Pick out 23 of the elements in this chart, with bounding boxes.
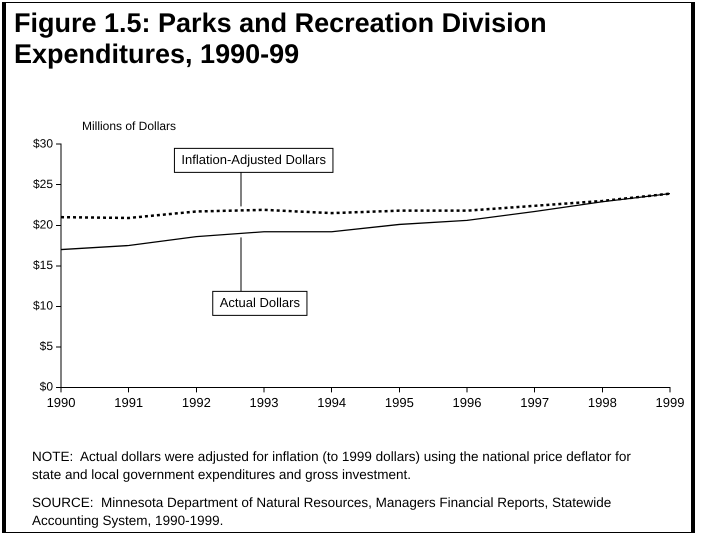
x-tick-label: 1991	[114, 394, 144, 410]
y-tick-label: $25	[32, 177, 54, 192]
source-note: SOURCE: Minnesota Department of Natural Resources, Managers Financial Reports, Statewide Accounting System, 1990-1999.	[32, 494, 612, 530]
x-tick-label: 1996	[452, 394, 482, 410]
chart-title: Figure 1.5: Parks and Recreation Division Expenditures, 1990-99	[14, 8, 548, 70]
y-tick-label: $30	[32, 136, 54, 151]
y-tick-label: $5	[40, 339, 54, 354]
text: Actual Dollars	[220, 294, 300, 310]
x-tick-label: 1994	[317, 394, 346, 410]
y-axis-title: Millions of Dollars	[82, 119, 176, 133]
y-tick-label: $10	[32, 298, 54, 313]
text: NOTE: Actual dollars were adjusted for inflation (to 1999 dollars) using the national price deflator for state and local government expenditures and gross investment.	[32, 448, 632, 484]
x-tick-label: 1992	[182, 394, 211, 410]
y-tick-label: $15	[32, 258, 54, 272]
text: Inflation-Adjusted Dollars	[181, 152, 326, 167]
x-tick-label: 1997	[520, 394, 550, 410]
y-tick-label: $0	[40, 380, 54, 394]
y-tick-label: $20	[32, 218, 54, 232]
x-tick-label: 1990	[46, 394, 76, 410]
x-tick-label: 1999	[656, 394, 684, 410]
x-tick-label: 1995	[384, 394, 414, 410]
x-tick-label: 1993	[250, 394, 278, 410]
x-tick-label: 1998	[588, 394, 617, 410]
